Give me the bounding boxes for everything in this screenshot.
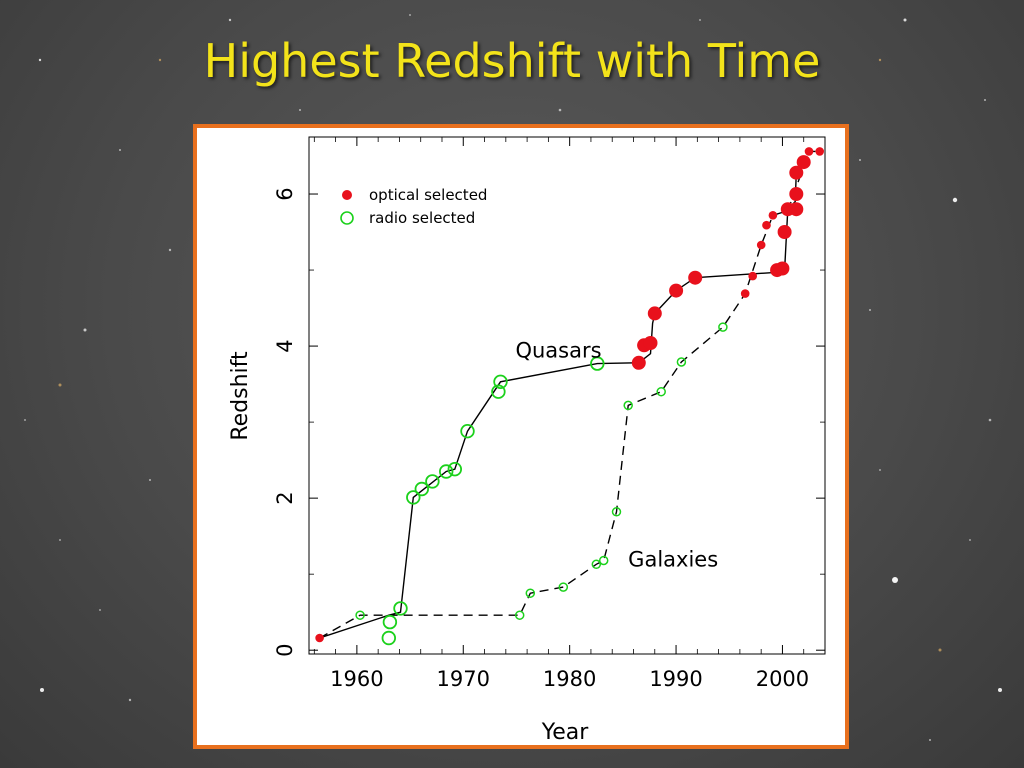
radio-galaxies-point xyxy=(718,322,728,332)
optical-quasars-point xyxy=(688,270,703,285)
radio-galaxies-point xyxy=(611,507,622,517)
galaxies-annotation: Galaxies xyxy=(628,548,718,572)
optical-galaxies-point xyxy=(748,271,757,281)
optical-galaxies-point xyxy=(756,240,766,250)
x-tick-label: 1980 xyxy=(543,667,596,691)
radio-galaxies-point xyxy=(656,386,666,397)
x-tick-label: 1970 xyxy=(437,667,490,691)
y-tick-label: 0 xyxy=(273,644,297,657)
radio-quasars-point xyxy=(491,384,506,399)
radio-galaxies-point xyxy=(514,610,525,620)
chart-frame: 1960 1970 1980 1990 2000 0 2 4 6 optical selecte… xyxy=(193,124,849,749)
optical-galaxies-point xyxy=(783,206,793,215)
radio-galaxies-point xyxy=(591,559,602,570)
radio-quasars-point xyxy=(393,601,408,616)
radio-galaxies-point xyxy=(525,588,536,598)
radio-galaxies-point xyxy=(623,400,633,411)
optical-quasars-point xyxy=(789,187,804,201)
optical-galaxies-point xyxy=(768,211,778,220)
galaxies-trend-line xyxy=(319,150,820,639)
optical-quasars-point xyxy=(789,165,804,180)
x-tick-label: 1960 xyxy=(330,667,383,691)
radio-quasars-point xyxy=(425,474,440,489)
axes: 1960 1970 1980 1990 2000 0 2 4 6 xyxy=(273,137,826,691)
y-tick-label: 2 xyxy=(273,491,297,504)
chart-legend: optical selected radio selected xyxy=(340,186,487,227)
optical-quasars-point xyxy=(643,336,658,350)
optical-legend-marker xyxy=(342,190,352,200)
radio-galaxies-point xyxy=(676,357,687,367)
radio-quasars-point xyxy=(406,490,421,505)
plot-area-frame xyxy=(308,136,826,655)
radio-quasars-point xyxy=(438,464,454,479)
quasars-trend-line xyxy=(319,161,805,639)
optical-quasars-point xyxy=(631,355,646,370)
optical-quasars-point xyxy=(775,261,790,276)
chart-annotations: Quasars Galaxies xyxy=(515,338,718,571)
radio-quasars-point xyxy=(590,356,605,371)
radio-quasars-point xyxy=(414,481,430,497)
y-axis-label: Redshift xyxy=(228,351,253,441)
radio-quasars-point xyxy=(381,630,397,646)
radio-quasars-point xyxy=(460,424,475,439)
radio-legend-marker xyxy=(340,211,354,225)
quasars-annotation: Quasars xyxy=(515,338,601,362)
optical-quasars-point xyxy=(796,155,811,170)
radio-galaxies-point xyxy=(558,582,569,592)
data-points xyxy=(315,147,824,646)
y-tick-label: 6 xyxy=(273,187,297,200)
optical-quasars-point xyxy=(777,225,792,239)
radio-quasars-point xyxy=(447,462,462,477)
x-tick-label: 2000 xyxy=(756,667,809,691)
radio-galaxies-point xyxy=(355,610,365,620)
optical-galaxies-point xyxy=(804,147,814,156)
redshift-chart: 1960 1970 1980 1990 2000 0 2 4 6 optical selecte… xyxy=(228,136,826,745)
radio-quasars-point xyxy=(382,614,398,630)
optical-galaxies-point xyxy=(762,220,771,230)
y-tick-label: 4 xyxy=(273,339,297,352)
legend-label: radio selected xyxy=(369,209,475,227)
optical-galaxies-point xyxy=(740,289,750,298)
radio-quasars-point xyxy=(493,374,508,390)
optical-quasars-point xyxy=(647,306,662,321)
x-axis-label: Year xyxy=(541,720,590,745)
optical-quasars-point xyxy=(789,202,804,217)
optical-quasars-point xyxy=(669,283,684,298)
radio-galaxies-point xyxy=(598,555,609,566)
slide-title: Highest Redshift with Time xyxy=(203,34,821,88)
optical-quasars-point xyxy=(315,633,324,643)
legend-label: optical selected xyxy=(369,186,487,204)
x-tick-label: 1990 xyxy=(649,667,702,691)
optical-galaxies-point xyxy=(815,147,824,156)
